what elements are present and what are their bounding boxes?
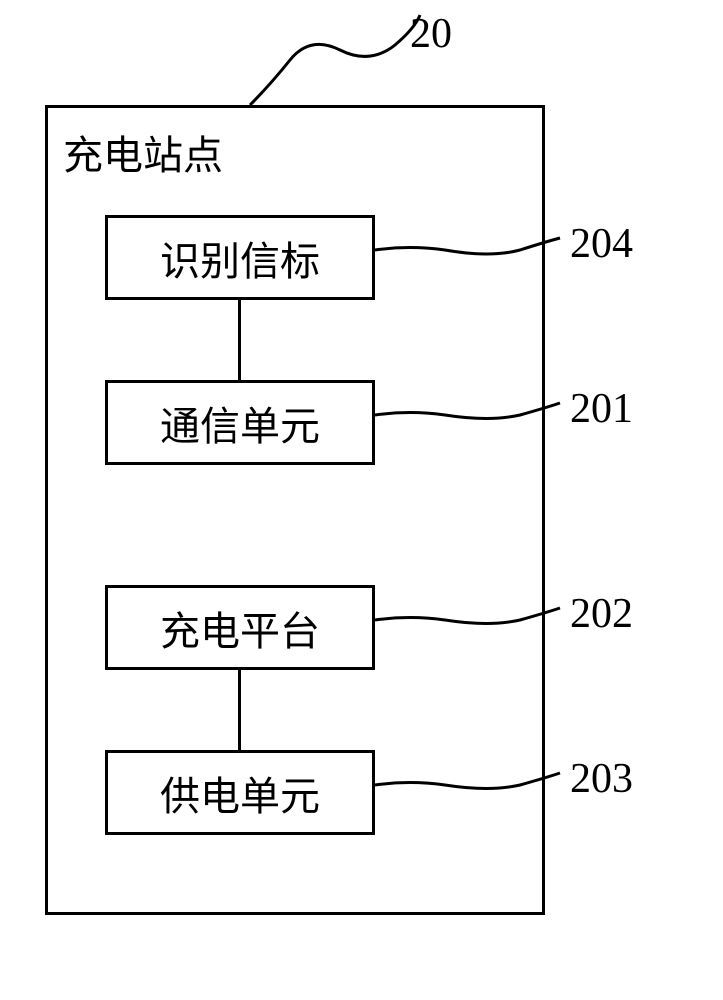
box-label-identify-beacon: 识别信标 bbox=[160, 229, 320, 287]
box-identify-beacon: 识别信标 bbox=[105, 215, 375, 300]
box-label-comm-unit: 通信单元 bbox=[160, 394, 320, 452]
ref-label-20: 20 bbox=[410, 10, 452, 58]
ref-label-202: 202 bbox=[570, 590, 633, 638]
connector-line-2 bbox=[238, 670, 241, 750]
box-power-unit: 供电单元 bbox=[105, 750, 375, 835]
lead-line-20 bbox=[250, 15, 420, 105]
ref-label-201: 201 bbox=[570, 385, 633, 433]
ref-label-203: 203 bbox=[570, 755, 633, 803]
connector-line-1 bbox=[238, 300, 241, 380]
box-charging-platform: 充电平台 bbox=[105, 585, 375, 670]
box-label-charging-platform: 充电平台 bbox=[160, 599, 320, 657]
box-label-power-unit: 供电单元 bbox=[160, 764, 320, 822]
box-comm-unit: 通信单元 bbox=[105, 380, 375, 465]
container-title: 充电站点 bbox=[63, 123, 223, 181]
ref-label-204: 204 bbox=[570, 220, 633, 268]
